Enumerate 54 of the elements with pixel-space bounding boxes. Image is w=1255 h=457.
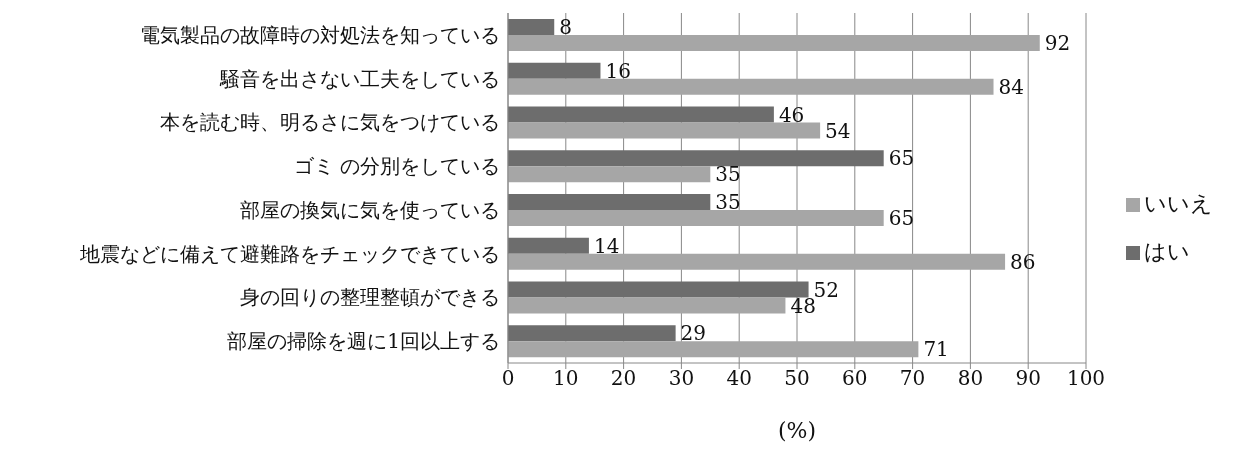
bar (508, 341, 919, 358)
x-axis-title: (%) (777, 418, 817, 443)
bar (508, 281, 809, 298)
bar (508, 194, 711, 210)
bar (508, 150, 884, 167)
data-label: 71 (923, 337, 949, 362)
data-label: 46 (778, 102, 805, 127)
x-tick-label: 0 (501, 366, 515, 391)
data-label: 84 (998, 74, 1024, 99)
bar (508, 106, 774, 123)
x-tick-label: 100 (1066, 366, 1106, 391)
bar (508, 78, 994, 95)
legend-label: いいえ (1144, 191, 1213, 216)
y-tick-label: 身の回りの整理整頓ができる (240, 285, 500, 310)
data-label: 54 (825, 118, 851, 143)
y-tick-label: 本を読む時、明るさに気をつけている (160, 110, 500, 135)
data-label: 29 (680, 321, 707, 346)
y-tick-label: 騒音を出さない工夫をしている (219, 66, 500, 91)
bar (508, 62, 601, 79)
bar (508, 297, 786, 314)
x-tick-label: 50 (784, 366, 810, 391)
data-label: 92 (1044, 31, 1071, 56)
x-tick-label: 40 (726, 366, 752, 391)
legend-label: はい (1144, 239, 1190, 264)
bar (508, 325, 676, 342)
bar (508, 122, 821, 139)
bar (508, 237, 589, 254)
bar (508, 35, 1040, 51)
x-tick-label: 30 (668, 366, 695, 391)
data-label: 16 (605, 58, 631, 83)
y-tick-label: ゴミ の分別をしている (293, 154, 500, 179)
data-label: 35 (715, 162, 741, 187)
data-label: 48 (790, 293, 816, 318)
x-tick-label: 20 (610, 366, 637, 391)
y-tick-label: 電気製品の故障時の対処法を知っている (140, 22, 500, 47)
bar (508, 253, 1006, 270)
data-label: 65 (888, 206, 915, 231)
bar (508, 210, 884, 226)
x-tick-label: 80 (957, 366, 984, 391)
y-tick-label: 部屋の掃除を週に1回以上する (227, 329, 500, 354)
bar (508, 166, 711, 183)
x-tick-label: 70 (899, 366, 926, 391)
x-tick-label: 90 (1015, 366, 1041, 391)
data-label: 35 (715, 190, 741, 215)
x-tick-label: 10 (553, 366, 579, 391)
bar (508, 19, 555, 35)
x-tick-label: 60 (842, 366, 868, 391)
y-tick-label: 地震などに備えて避難路をチェックできている (79, 241, 500, 266)
data-label: 65 (888, 146, 915, 171)
data-label: 86 (1010, 249, 1036, 274)
data-label: 52 (813, 277, 840, 302)
data-label: 8 (559, 15, 572, 40)
y-tick-label: 部屋の換気に気を使っている (240, 197, 500, 222)
data-label: 14 (593, 233, 620, 258)
